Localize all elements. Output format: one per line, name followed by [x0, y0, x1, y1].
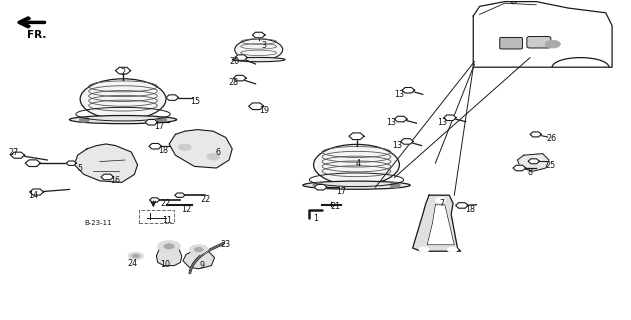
Text: 11: 11 [162, 216, 172, 225]
Polygon shape [233, 75, 246, 81]
Text: 18: 18 [465, 205, 475, 214]
Text: 26: 26 [546, 134, 557, 143]
Polygon shape [517, 154, 549, 171]
Polygon shape [249, 103, 264, 109]
Polygon shape [156, 248, 182, 266]
Polygon shape [175, 193, 185, 197]
Polygon shape [235, 55, 247, 60]
Text: 8: 8 [528, 168, 533, 177]
Polygon shape [427, 205, 454, 245]
Polygon shape [473, 2, 612, 67]
Text: 18: 18 [158, 146, 168, 155]
Circle shape [194, 247, 203, 252]
Text: 2: 2 [121, 68, 126, 76]
Text: FR.: FR. [27, 30, 46, 40]
Polygon shape [25, 160, 40, 166]
Text: 14: 14 [28, 191, 38, 200]
Polygon shape [169, 130, 232, 168]
Text: 13: 13 [386, 118, 396, 127]
Circle shape [156, 117, 167, 122]
Polygon shape [101, 174, 114, 180]
Polygon shape [30, 189, 44, 195]
Polygon shape [456, 203, 468, 208]
Text: 13: 13 [437, 118, 447, 127]
Text: 17: 17 [336, 187, 346, 196]
Circle shape [419, 247, 429, 252]
Ellipse shape [69, 116, 177, 124]
Polygon shape [528, 159, 540, 164]
Text: 13: 13 [392, 141, 403, 150]
Text: 15: 15 [191, 97, 201, 106]
Text: 23: 23 [221, 240, 231, 249]
Polygon shape [314, 184, 327, 190]
Text: 28: 28 [228, 78, 239, 87]
Text: 16: 16 [110, 176, 121, 185]
Polygon shape [145, 119, 158, 125]
Ellipse shape [235, 39, 283, 60]
Polygon shape [413, 195, 461, 251]
Circle shape [158, 241, 180, 252]
Polygon shape [530, 132, 541, 137]
Polygon shape [74, 144, 138, 182]
Ellipse shape [80, 79, 166, 120]
Circle shape [179, 144, 191, 150]
Text: 22: 22 [160, 199, 170, 208]
Text: 7: 7 [439, 199, 444, 208]
Text: 3: 3 [261, 41, 266, 50]
Text: 13: 13 [394, 90, 404, 99]
Circle shape [447, 247, 457, 252]
Polygon shape [11, 152, 25, 158]
Circle shape [189, 245, 208, 254]
Text: 9: 9 [199, 261, 204, 270]
Text: 20: 20 [230, 57, 240, 66]
Polygon shape [513, 165, 526, 171]
Circle shape [531, 158, 542, 164]
Circle shape [164, 244, 174, 249]
Circle shape [207, 154, 220, 160]
Text: B-23-11: B-23-11 [84, 220, 112, 226]
Circle shape [313, 183, 323, 188]
Circle shape [132, 254, 139, 258]
Text: 19: 19 [259, 106, 269, 115]
Polygon shape [252, 32, 265, 38]
Text: 25: 25 [545, 161, 555, 170]
Circle shape [390, 183, 400, 188]
Ellipse shape [232, 57, 285, 62]
Ellipse shape [303, 181, 410, 189]
Polygon shape [115, 67, 131, 74]
FancyBboxPatch shape [527, 36, 551, 48]
Text: 24: 24 [127, 259, 138, 268]
Text: 27: 27 [9, 148, 19, 156]
Ellipse shape [314, 144, 399, 185]
Circle shape [545, 40, 560, 48]
Text: 5: 5 [77, 164, 82, 172]
Polygon shape [394, 116, 407, 122]
Text: 22: 22 [200, 195, 210, 204]
Circle shape [435, 197, 445, 203]
Circle shape [80, 117, 90, 122]
Text: 6: 6 [215, 148, 220, 157]
Text: 1: 1 [313, 214, 318, 223]
Polygon shape [401, 139, 413, 144]
Polygon shape [166, 95, 179, 100]
Polygon shape [444, 115, 456, 121]
Polygon shape [349, 133, 364, 140]
Text: 10: 10 [160, 260, 170, 269]
FancyBboxPatch shape [500, 37, 522, 49]
Text: 12: 12 [181, 205, 191, 214]
Polygon shape [149, 143, 162, 149]
Polygon shape [402, 87, 415, 93]
Text: 4: 4 [356, 159, 361, 168]
Text: 17: 17 [154, 122, 164, 131]
Polygon shape [66, 161, 76, 165]
Polygon shape [150, 198, 160, 202]
Polygon shape [183, 251, 215, 269]
Circle shape [128, 252, 143, 260]
Text: 21: 21 [331, 202, 341, 211]
